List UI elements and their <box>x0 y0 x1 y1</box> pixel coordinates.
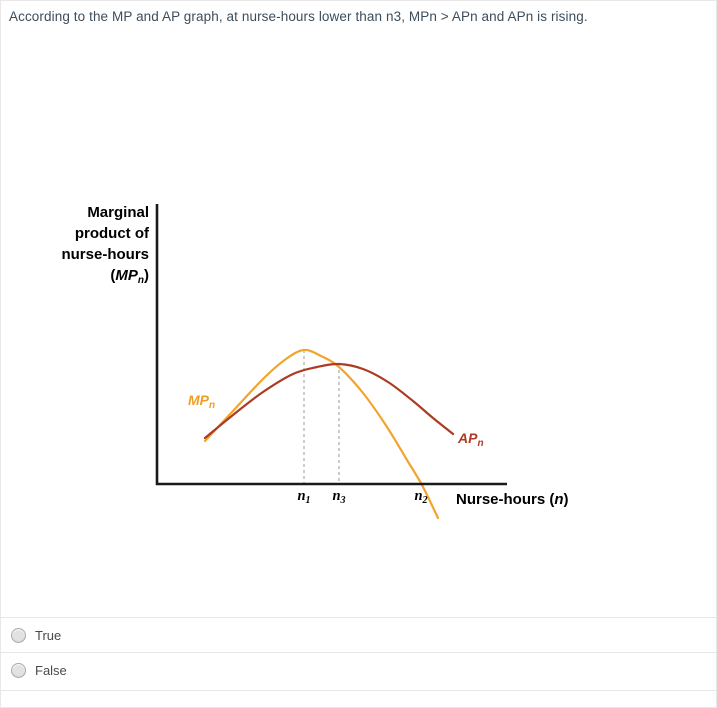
mp-curve-label: MPn <box>188 392 216 411</box>
y-axis-label-line1: Marginal <box>87 204 149 221</box>
option-label-true[interactable]: True <box>35 627 62 643</box>
y-axis-label-line2: product of <box>74 225 149 242</box>
y-axis-label-symbol: (MPn) <box>110 267 149 286</box>
tick-n2: n2 <box>414 488 428 506</box>
divider <box>1 690 716 691</box>
y-axis-label-line3: nurse-hours <box>61 246 149 263</box>
tick-n1: n1 <box>297 488 311 506</box>
divider <box>1 652 716 653</box>
option-label-false[interactable]: False <box>35 662 67 678</box>
y-axis-label: Marginal product of nurse-hours (MPn) <box>19 202 149 291</box>
ap-curve <box>203 362 455 440</box>
tick-n3: n3 <box>332 488 346 506</box>
question-text: According to the MP and AP graph, at nur… <box>9 9 588 24</box>
radio-true[interactable] <box>11 627 26 643</box>
option-row-true[interactable]: True <box>1 618 716 652</box>
divider <box>1 617 716 618</box>
x-axis-label: Nurse-hours (n) <box>456 491 569 508</box>
mp-curve <box>203 348 440 520</box>
radio-false[interactable] <box>11 662 26 678</box>
ap-curve-label: APn <box>458 430 484 449</box>
option-row-false[interactable]: False <box>1 653 716 687</box>
